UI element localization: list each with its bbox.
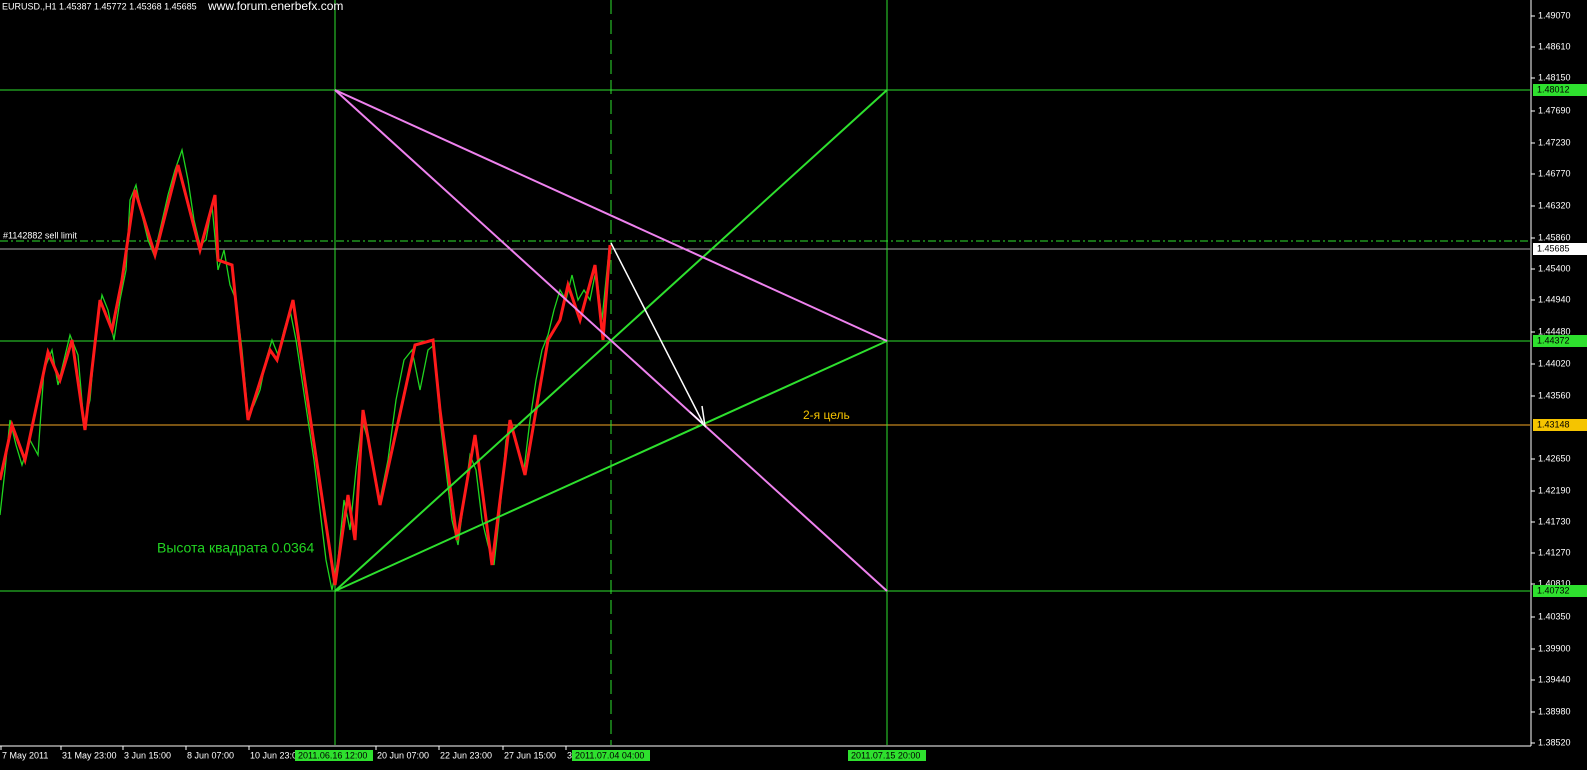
time-label: 22 Jun 23:00 <box>440 750 492 760</box>
price-label: 1.41730 <box>1538 516 1571 526</box>
price-marker <box>1533 243 1587 255</box>
price-marker-label: 1.40732 <box>1537 585 1570 595</box>
price-label: 1.39900 <box>1538 643 1571 653</box>
price-label: 1.49070 <box>1538 10 1571 20</box>
price-label: 1.46320 <box>1538 200 1571 210</box>
time-label: 8 Jun 07:00 <box>187 750 234 760</box>
target-label: 2-я цель <box>803 408 850 422</box>
time-marker-label: 2011.07.15 20:00 <box>851 750 920 760</box>
price-marker-label: 1.44372 <box>1537 335 1570 345</box>
time-label: 20 Jun 07:00 <box>377 750 429 760</box>
time-label: 10 Jun 23:00 <box>250 750 302 760</box>
price-marker <box>1533 419 1587 431</box>
time-label: 3 Jun 15:00 <box>124 750 171 760</box>
price-marker-label: 1.43148 <box>1537 419 1570 429</box>
time-marker <box>572 750 650 761</box>
price-label: 1.42190 <box>1538 485 1571 495</box>
time-marker <box>848 750 926 761</box>
price-marker <box>1533 585 1587 597</box>
price-label: 1.44020 <box>1538 358 1571 368</box>
price-label: 1.45400 <box>1538 263 1571 273</box>
arrow-head <box>689 405 707 429</box>
price-label: 1.43560 <box>1538 390 1571 400</box>
price-label: 1.45860 <box>1538 232 1571 242</box>
price-axis <box>1531 0 1587 770</box>
price-marker-label: 1.48012 <box>1537 84 1570 94</box>
price-label: 1.48610 <box>1538 41 1571 51</box>
diagonal <box>334 340 888 592</box>
price-label: 1.41270 <box>1538 547 1571 557</box>
price-label: 1.46770 <box>1538 168 1571 178</box>
price-label: 1.48150 <box>1538 72 1571 82</box>
price-label: 1.38980 <box>1538 706 1571 716</box>
square-height: Высота квадрата 0.0364 <box>157 540 315 556</box>
time-label: 3 <box>567 750 572 760</box>
price-marker-label: 1.45685 <box>1537 243 1570 253</box>
price-label: 1.47690 <box>1538 105 1571 115</box>
time-label: 31 May 23:00 <box>62 750 117 760</box>
time-label: 27 Jun 15:00 <box>504 750 556 760</box>
price-marker <box>1533 84 1587 96</box>
symbol-info: EURUSD.,H1 1.45387 1.45772 1.45368 1.456… <box>2 1 197 11</box>
time-marker-label: 2011.06.16 12:00 <box>298 750 367 760</box>
website: www.forum.enerbefx.com <box>207 0 343 13</box>
price-marker <box>1533 335 1587 347</box>
diagonal <box>334 89 888 342</box>
price-label: 1.47230 <box>1538 137 1571 147</box>
time-marker <box>295 750 373 761</box>
zigzag <box>0 164 612 586</box>
order-label: #1142882 sell limit <box>3 230 77 240</box>
time-label: 7 May 2011 <box>2 750 48 760</box>
time-marker-label: 2011.07.04 04:00 <box>575 750 644 760</box>
price-label: 1.38520 <box>1538 737 1571 747</box>
price-label: 1.44940 <box>1538 294 1571 304</box>
arrow <box>610 242 704 424</box>
price-label: 1.40810 <box>1538 578 1571 588</box>
drawings <box>0 0 1530 745</box>
price-label: 1.39440 <box>1538 674 1571 684</box>
price-label: 1.44480 <box>1538 326 1571 336</box>
diagonal <box>334 89 888 592</box>
price-label: 1.42650 <box>1538 453 1571 463</box>
price-label: 1.40350 <box>1538 611 1571 621</box>
